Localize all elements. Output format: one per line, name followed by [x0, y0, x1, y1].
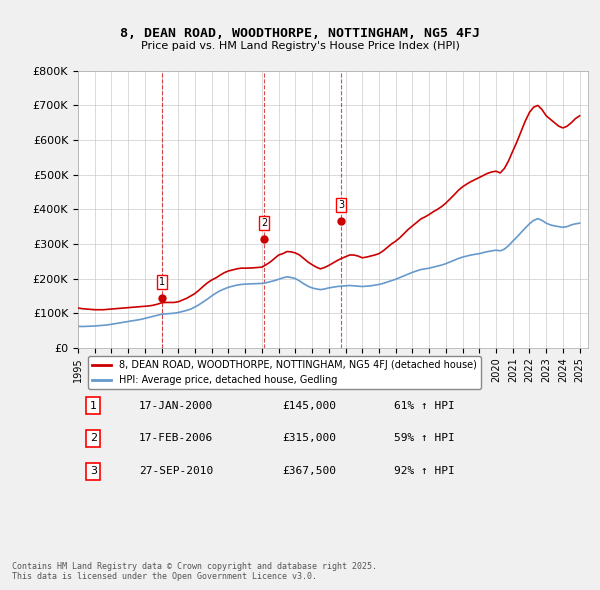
Text: 27-SEP-2010: 27-SEP-2010 [139, 466, 214, 476]
Legend: 8, DEAN ROAD, WOODTHORPE, NOTTINGHAM, NG5 4FJ (detached house), HPI: Average pri: 8, DEAN ROAD, WOODTHORPE, NOTTINGHAM, NG… [88, 356, 481, 389]
Text: 2: 2 [261, 218, 267, 228]
Text: 1: 1 [159, 277, 166, 287]
Text: 17-JAN-2000: 17-JAN-2000 [139, 401, 214, 411]
Text: £145,000: £145,000 [282, 401, 336, 411]
Text: 2: 2 [90, 434, 97, 444]
Text: 61% ↑ HPI: 61% ↑ HPI [394, 401, 455, 411]
Text: £315,000: £315,000 [282, 434, 336, 444]
Text: 3: 3 [338, 200, 344, 210]
Text: 1: 1 [90, 401, 97, 411]
Text: 59% ↑ HPI: 59% ↑ HPI [394, 434, 455, 444]
Text: 3: 3 [90, 466, 97, 476]
Text: £367,500: £367,500 [282, 466, 336, 476]
Text: Contains HM Land Registry data © Crown copyright and database right 2025.
This d: Contains HM Land Registry data © Crown c… [12, 562, 377, 581]
Text: Price paid vs. HM Land Registry's House Price Index (HPI): Price paid vs. HM Land Registry's House … [140, 41, 460, 51]
Text: 92% ↑ HPI: 92% ↑ HPI [394, 466, 455, 476]
Text: 8, DEAN ROAD, WOODTHORPE, NOTTINGHAM, NG5 4FJ: 8, DEAN ROAD, WOODTHORPE, NOTTINGHAM, NG… [120, 27, 480, 40]
Text: 17-FEB-2006: 17-FEB-2006 [139, 434, 214, 444]
